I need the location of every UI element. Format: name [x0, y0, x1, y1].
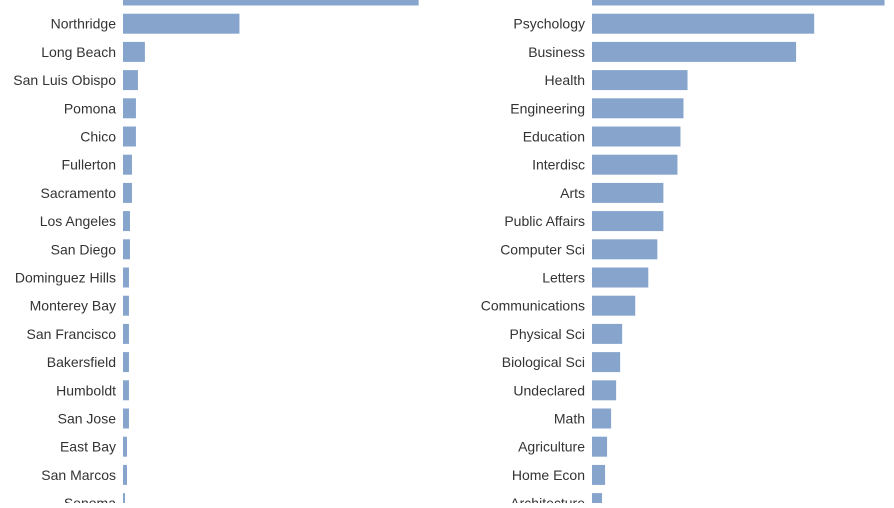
- campus-bar: [123, 70, 138, 91]
- campus-category-label: Long Beach: [41, 44, 116, 60]
- major-bar: [592, 493, 603, 508]
- major-bar: [592, 436, 608, 457]
- major-category-label: Letters: [542, 270, 585, 286]
- campus-bar: [123, 211, 130, 232]
- campus-category-label: Humboldt: [56, 382, 116, 398]
- campus-bar-chart-svg: Northridge Long Beach San Luis Obispo Pomon…: [13, 0, 419, 508]
- major-bar: [592, 352, 621, 373]
- major-bar: [592, 154, 678, 175]
- major-bar: [592, 41, 797, 62]
- major-bar: [592, 239, 658, 260]
- campus-bar-chart: Northridge Long Beach San Luis Obispo Pomon…: [0, 0, 447, 508]
- campus-bar: [123, 182, 132, 203]
- campus-category-label: Los Angeles: [40, 213, 116, 229]
- major-category-label: Business: [528, 44, 585, 60]
- campus-category-label: East Bay: [60, 439, 116, 455]
- major-category-label: Communications: [481, 298, 585, 314]
- major-bar: [592, 0, 885, 6]
- campus-category-label: Chico: [80, 129, 116, 145]
- major-category-label: Agriculture: [518, 439, 585, 455]
- major-category-label: Math: [554, 411, 585, 427]
- campus-bar: [123, 352, 129, 373]
- campus-bar: [123, 408, 129, 429]
- major-bar: [592, 295, 636, 316]
- campus-bar: [123, 436, 127, 457]
- major-category-label: Health: [545, 72, 585, 88]
- major-category-label: Undeclared: [513, 382, 585, 398]
- campus-category-label: Bakersfield: [47, 354, 116, 370]
- major-category-label: Home Econ: [512, 467, 585, 483]
- major-category-label: Education: [523, 129, 585, 145]
- campus-category-label: Monterey Bay: [30, 298, 116, 314]
- major-category-label: Engineering: [510, 100, 585, 116]
- campus-category-label: San Luis Obispo: [13, 72, 116, 88]
- campus-bar: [123, 126, 136, 147]
- campus-category-label: Dominguez Hills: [15, 270, 116, 286]
- major-category-label: Architecture: [510, 495, 585, 503]
- campus-bar: [123, 239, 130, 260]
- campus-bar: [123, 98, 136, 119]
- major-bar: [592, 267, 649, 288]
- major-category-label: Biological Sci: [502, 354, 585, 370]
- major-category-label: Psychology: [513, 16, 585, 32]
- major-category-label: Public Affairs: [504, 213, 585, 229]
- campus-bar: [123, 380, 129, 401]
- major-bar: [592, 211, 664, 232]
- campus-category-label: Pomona: [64, 100, 116, 116]
- campus-category-label: Sonoma: [64, 495, 116, 503]
- campus-bar: [123, 323, 129, 344]
- major-bar-chart: Psychology Business Health Engineering Educa…: [447, 0, 894, 508]
- major-bar: [592, 13, 815, 34]
- campus-category-label: San Francisco: [27, 326, 117, 342]
- major-category-label: Computer Sci: [500, 241, 585, 257]
- campus-bar: [123, 295, 129, 316]
- major-category-label: Interdisc: [532, 157, 585, 173]
- major-bar: [592, 408, 612, 429]
- major-bar: [592, 98, 684, 119]
- campus-bar: [123, 493, 125, 508]
- major-bar: [592, 182, 664, 203]
- major-bar-chart-svg: Psychology Business Health Engineering Educa…: [481, 0, 885, 508]
- campus-category-label: San Jose: [58, 411, 117, 427]
- major-bar: [592, 464, 606, 485]
- major-bar: [592, 380, 617, 401]
- major-bar: [592, 323, 623, 344]
- major-category-label: Physical Sci: [510, 326, 585, 342]
- campus-bar: [123, 267, 129, 288]
- campus-category-label: Fullerton: [62, 157, 116, 173]
- campus-category-label: San Marcos: [41, 467, 116, 483]
- campus-bar: [123, 41, 145, 62]
- major-category-label: Arts: [560, 185, 585, 201]
- campus-category-label: San Diego: [51, 241, 117, 257]
- campus-bar: [123, 0, 419, 6]
- campus-category-label: Sacramento: [41, 185, 117, 201]
- campus-category-label: Northridge: [51, 16, 117, 32]
- campus-bar: [123, 464, 127, 485]
- campus-bar: [123, 13, 240, 34]
- major-bar: [592, 126, 681, 147]
- campus-bar: [123, 154, 132, 175]
- major-bar: [592, 70, 688, 91]
